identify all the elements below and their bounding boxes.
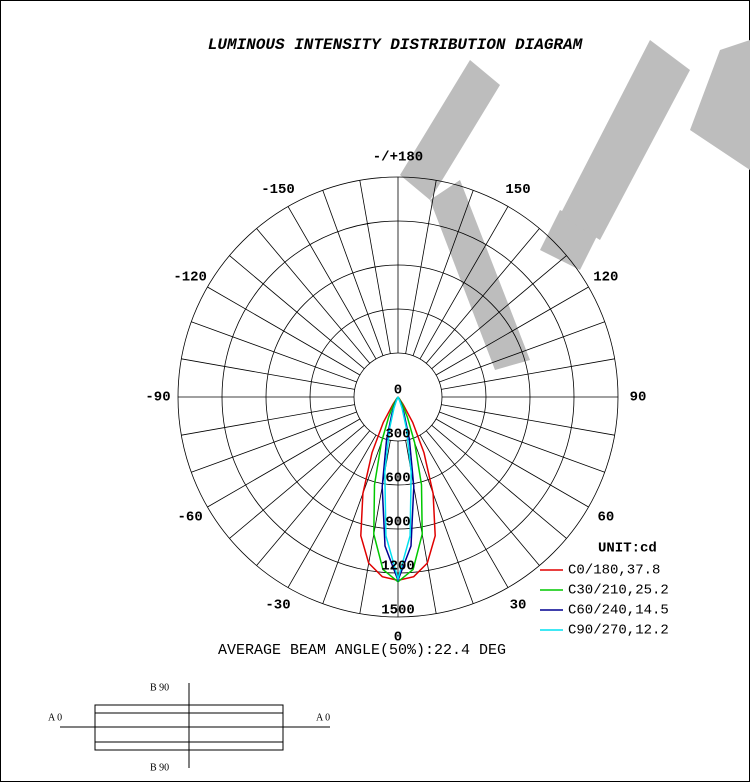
diagram-label: B 90	[150, 762, 169, 773]
radial-grid-ring	[353, 352, 443, 442]
radial-grid-ring	[309, 308, 487, 486]
diagram-label: B 90	[150, 682, 169, 693]
radial-grid-ring	[265, 264, 531, 530]
radial-grid-ring	[221, 220, 575, 574]
radial-tick-label: 900	[385, 515, 410, 531]
radial-grid-ring	[177, 176, 619, 618]
legend-label: C90/270,12.2	[568, 623, 669, 639]
diagram-label: A 0	[48, 712, 62, 723]
radial-tick-label: 600	[385, 471, 410, 487]
angle-tick-label: -30	[265, 598, 290, 614]
angle-tick-label: -150	[261, 182, 295, 198]
radial-tick-label: 1200	[381, 559, 415, 575]
angle-tick-label: -/+180	[373, 150, 423, 166]
legend-label: C60/240,14.5	[568, 603, 669, 619]
angle-tick-label: 90	[630, 390, 647, 406]
radial-tick-label: 300	[385, 427, 410, 443]
angle-tick-label: 0	[394, 630, 402, 646]
unit-label: UNIT:cd	[598, 541, 657, 557]
polar-plot: 030060090012001500-/+1801501209060300-30…	[145, 150, 646, 646]
watermark	[400, 40, 750, 370]
chart-title: LUMINOUS INTENSITY DISTRIBUTION DIAGRAM	[208, 36, 584, 54]
angle-tick-label: 60	[597, 510, 614, 526]
intensity-curve	[384, 396, 412, 582]
diagram-label: A 0	[316, 712, 330, 723]
radial-tick-label: 0	[394, 383, 402, 399]
legend: C0/180,37.8 C30/210,25.2 C60/240,14.5 C90/2…	[540, 563, 669, 639]
annotation: AVERAGE BEAM ANGLE(50%):22.4 DEG	[218, 642, 506, 659]
angle-tick-label: 120	[593, 270, 618, 286]
radial-tick-label: 1500	[381, 603, 415, 619]
legend-label: C30/210,25.2	[568, 583, 669, 599]
angle-tick-label: 150	[505, 182, 530, 198]
fixture-diagram	[60, 683, 330, 768]
angle-tick-label: -60	[178, 510, 203, 526]
angle-tick-label: -90	[145, 390, 170, 406]
angle-tick-label: -120	[173, 270, 207, 286]
angle-tick-label: 30	[510, 598, 527, 614]
legend-label: C0/180,37.8	[568, 563, 660, 579]
